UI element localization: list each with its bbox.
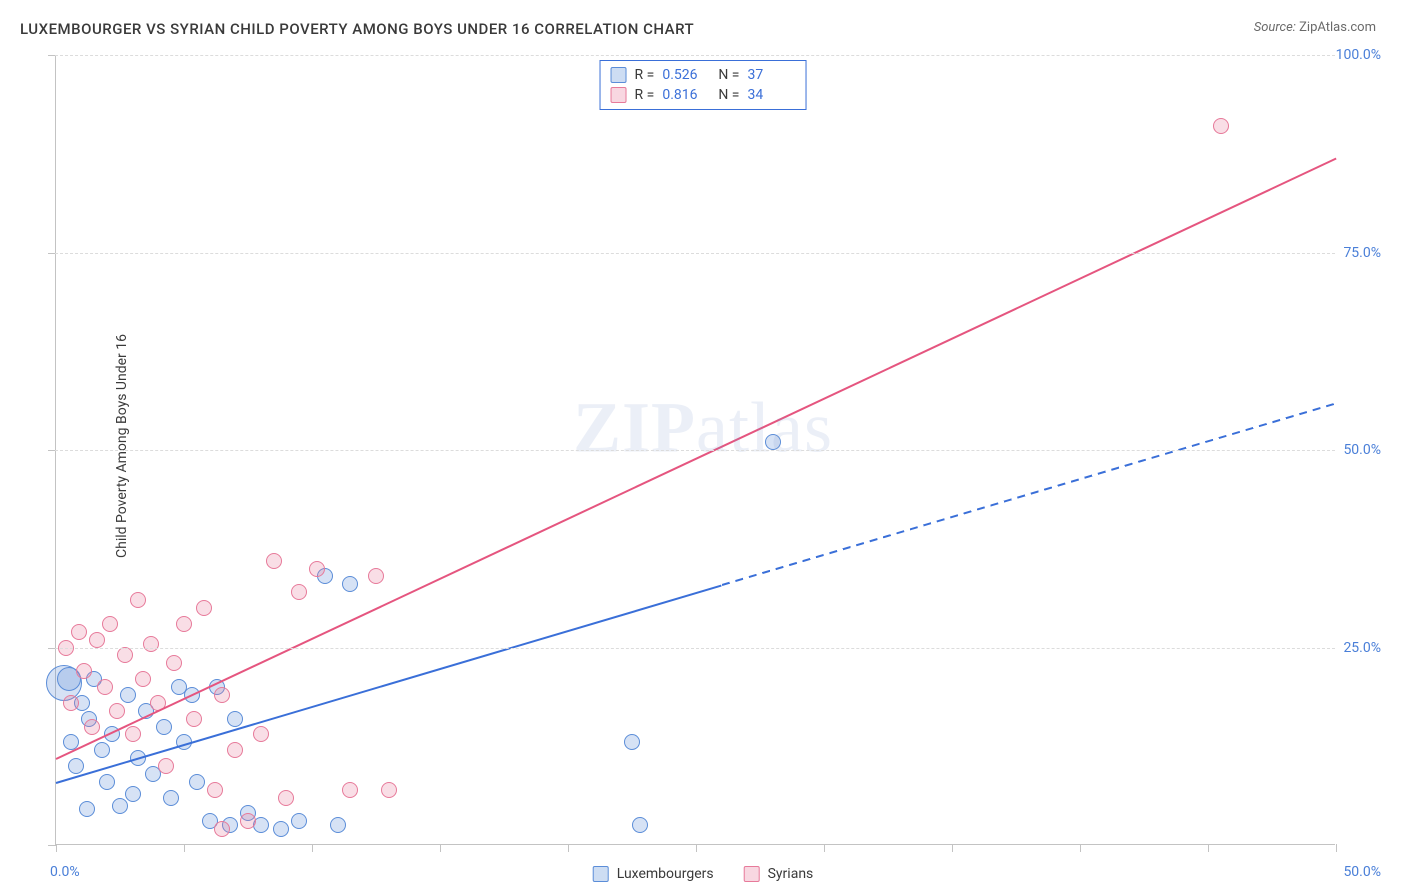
scatter-point-syrians [368, 568, 384, 584]
scatter-point-syrians [63, 695, 79, 711]
r-label: R = [635, 87, 655, 103]
gridline [55, 648, 1335, 649]
bottom-legend: Luxembourgers Syrians [593, 866, 814, 882]
y-tick-label: 75.0% [1343, 245, 1381, 261]
scatter-point-syrians [291, 584, 307, 600]
stats-legend: R = 0.526 N = 37 R = 0.816 N = 34 [600, 60, 807, 110]
scatter-point-syrians [381, 782, 397, 798]
legend-label: Luxembourgers [617, 866, 714, 882]
r-value-luxembourgers: 0.526 [662, 67, 710, 83]
scatter-point-syrians [76, 663, 92, 679]
scatter-point-luxembourgers [112, 798, 128, 814]
x-tick [1080, 844, 1081, 852]
scatter-point-syrians [166, 655, 182, 671]
scatter-point-luxembourgers [79, 801, 95, 817]
stats-row-syrians: R = 0.816 N = 34 [611, 85, 796, 105]
x-tick [184, 844, 185, 852]
y-tick-label: 50.0% [1343, 442, 1381, 458]
scatter-point-luxembourgers [624, 734, 640, 750]
scatter-point-syrians [186, 711, 202, 727]
scatter-point-syrians [89, 632, 105, 648]
regression-luxembourgers-dashed [721, 403, 1336, 587]
scatter-point-luxembourgers [171, 679, 187, 695]
n-label: N = [718, 67, 739, 83]
n-value-luxembourgers: 37 [747, 67, 795, 83]
scatter-point-syrians [130, 592, 146, 608]
scatter-point-luxembourgers [94, 742, 110, 758]
x-tick [1208, 844, 1209, 852]
n-label: N = [718, 87, 739, 103]
scatter-point-syrians [266, 553, 282, 569]
x-tick [56, 844, 57, 852]
swatch-luxembourgers [611, 67, 627, 83]
x-tick-label: 0.0% [50, 864, 80, 880]
scatter-point-luxembourgers [125, 786, 141, 802]
scatter-point-syrians [227, 742, 243, 758]
scatter-point-syrians [207, 782, 223, 798]
y-tick [48, 845, 56, 846]
scatter-point-luxembourgers [273, 821, 289, 837]
source-label: Source: [1254, 20, 1296, 35]
swatch-syrians [611, 87, 627, 103]
scatter-point-luxembourgers [189, 774, 205, 790]
scatter-point-luxembourgers [99, 774, 115, 790]
scatter-point-syrians [158, 758, 174, 774]
source-value: ZipAtlas.com [1299, 20, 1376, 35]
x-tick [440, 844, 441, 852]
gridline [55, 450, 1335, 451]
scatter-point-syrians [214, 687, 230, 703]
x-tick [952, 844, 953, 852]
gridline [55, 55, 1335, 56]
scatter-point-syrians [1213, 118, 1229, 134]
scatter-point-syrians [176, 616, 192, 632]
x-tick [312, 844, 313, 852]
scatter-point-syrians [196, 600, 212, 616]
scatter-point-luxembourgers [156, 719, 172, 735]
chart-title: LUXEMBOURGER VS SYRIAN CHILD POVERTY AMO… [20, 20, 694, 38]
scatter-point-syrians [97, 679, 113, 695]
x-tick-label: 50.0% [1343, 864, 1381, 880]
scatter-point-luxembourgers [342, 576, 358, 592]
scatter-point-syrians [71, 624, 87, 640]
scatter-point-syrians [102, 616, 118, 632]
gridline [55, 253, 1335, 254]
legend-item-luxembourgers: Luxembourgers [593, 866, 714, 882]
x-tick [696, 844, 697, 852]
scatter-point-syrians [135, 671, 151, 687]
scatter-point-syrians [214, 821, 230, 837]
legend-label: Syrians [768, 866, 814, 882]
scatter-point-luxembourgers [120, 687, 136, 703]
scatter-point-syrians [143, 636, 159, 652]
legend-swatch [593, 866, 609, 882]
scatter-point-luxembourgers [227, 711, 243, 727]
y-tick-label: 100.0% [1336, 47, 1381, 63]
y-tick-label: 25.0% [1343, 640, 1381, 656]
source-attribution: Source: ZipAtlas.com [1254, 20, 1376, 35]
scatter-point-syrians [253, 726, 269, 742]
scatter-point-syrians [117, 647, 133, 663]
x-tick [1336, 844, 1337, 852]
legend-item-syrians: Syrians [744, 866, 814, 882]
stats-row-luxembourgers: R = 0.526 N = 37 [611, 65, 796, 85]
scatter-point-syrians [278, 790, 294, 806]
scatter-point-syrians [342, 782, 358, 798]
scatter-point-syrians [84, 719, 100, 735]
scatter-point-syrians [240, 813, 256, 829]
x-tick [568, 844, 569, 852]
scatter-point-luxembourgers [632, 817, 648, 833]
scatter-point-luxembourgers [765, 434, 781, 450]
scatter-point-syrians [125, 726, 141, 742]
scatter-point-luxembourgers [68, 758, 84, 774]
legend-swatch [744, 866, 760, 882]
regression-luxembourgers-solid [56, 584, 722, 783]
r-label: R = [635, 67, 655, 83]
x-tick [824, 844, 825, 852]
scatter-point-syrians [109, 703, 125, 719]
scatter-point-luxembourgers [163, 790, 179, 806]
r-value-syrians: 0.816 [662, 87, 710, 103]
scatter-point-luxembourgers [330, 817, 346, 833]
scatter-point-syrians [309, 561, 325, 577]
scatter-point-luxembourgers [291, 813, 307, 829]
n-value-syrians: 34 [747, 87, 795, 103]
